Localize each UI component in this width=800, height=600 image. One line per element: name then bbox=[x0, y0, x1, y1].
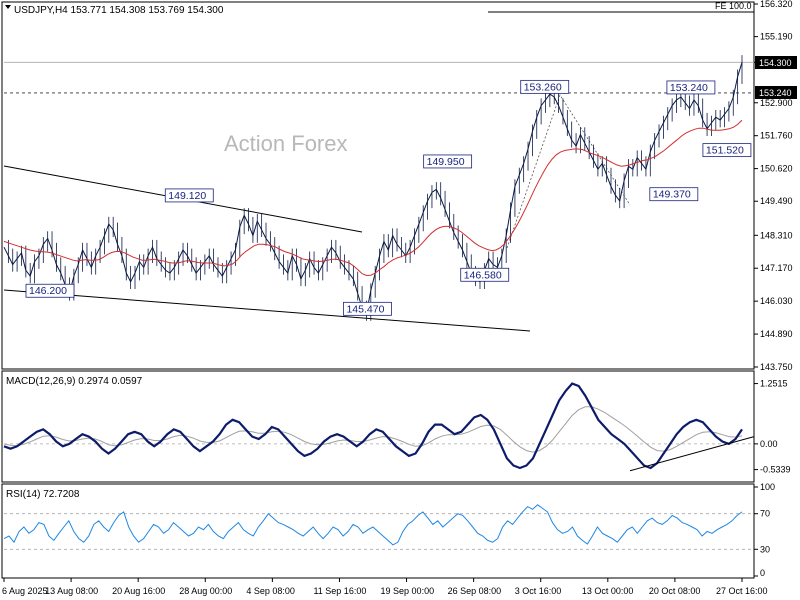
annotation-box bbox=[423, 154, 473, 169]
rsi-panel: RSI(14) 72.7208 100 70 30 0 bbox=[3, 482, 775, 578]
rsi-tick-label: 0 bbox=[760, 568, 765, 578]
macd-series bbox=[3, 382, 755, 472]
price-panel-frame bbox=[1, 1, 755, 370]
annotation-box bbox=[520, 79, 570, 94]
price-tick-label: 152.900 bbox=[760, 98, 793, 108]
time-tick-label: 20 Oct 08:00 bbox=[649, 586, 701, 596]
price-series bbox=[3, 55, 743, 321]
annotation-label: 149.370 bbox=[653, 189, 691, 201]
rsi-tick-label: 100 bbox=[760, 482, 775, 492]
time-tick-label: 11 Sep 16:00 bbox=[313, 586, 366, 596]
price-tick-label: 149.490 bbox=[760, 196, 793, 206]
watermark: Action Forex bbox=[224, 131, 348, 156]
annotation-label: 153.260 bbox=[524, 81, 562, 93]
rsi-tick-label: 30 bbox=[760, 544, 770, 554]
macd-panel-frame bbox=[1, 370, 755, 483]
annotation-label: 151.520 bbox=[706, 145, 744, 157]
time-tick-label: 26 Sep 08:00 bbox=[448, 586, 502, 596]
time-tick-label: 27 Oct 16:00 bbox=[716, 586, 768, 596]
moving-average-line bbox=[3, 119, 743, 277]
macd-signal-line bbox=[3, 406, 743, 453]
time-tick-label: 20 Aug 16:00 bbox=[112, 586, 165, 596]
macd-tick-label: -0.5339 bbox=[760, 465, 791, 475]
price-tick-label: 146.030 bbox=[760, 296, 793, 306]
rsi-tick-label: 70 bbox=[760, 509, 770, 519]
rsi-axis: 100 70 30 0 bbox=[754, 482, 775, 578]
rsi-series bbox=[3, 504, 754, 550]
price-tick-label: 151.760 bbox=[760, 131, 793, 141]
annotation-box bbox=[164, 188, 214, 203]
price-tick-label: 148.310 bbox=[760, 230, 793, 240]
annotation-box bbox=[25, 283, 75, 298]
macd-trendline bbox=[629, 436, 755, 472]
time-tick-label: 28 Aug 00:00 bbox=[179, 586, 232, 596]
annotation-label: 149.950 bbox=[427, 156, 465, 168]
annotation-box bbox=[343, 301, 392, 316]
macd-tick-label: 1.2515 bbox=[760, 379, 788, 389]
macd-header: MACD(12,26,9) 0.2974 0.0597 bbox=[6, 376, 143, 387]
rsi-header: RSI(14) 72.7208 bbox=[6, 489, 80, 500]
price-line bbox=[3, 62, 743, 315]
time-tick-label: 19 Sep 00:00 bbox=[381, 586, 435, 596]
time-tick-label: 6 Aug 2025 bbox=[2, 586, 48, 596]
price-annotations: 149.120 146.200 145.470 149.950 146.580 153.2… bbox=[25, 79, 752, 316]
macd-line bbox=[3, 382, 743, 470]
rsi-panel-frame bbox=[1, 483, 755, 579]
macd-tick-label: 0.00 bbox=[760, 439, 778, 449]
annotation-box bbox=[460, 267, 510, 282]
annotation-label: 146.580 bbox=[464, 269, 502, 281]
annotation-box bbox=[666, 80, 716, 95]
lower-channel-line bbox=[3, 289, 531, 332]
annotation-box bbox=[649, 187, 699, 202]
price-tag: 154.300 bbox=[755, 56, 797, 69]
price-tick-label: 144.890 bbox=[760, 329, 793, 339]
price-axis: 156.320 155.190 152.900 151.760 150.620 149.4… bbox=[754, 0, 793, 372]
price-tick-label: 143.750 bbox=[760, 362, 793, 372]
price-tag-box bbox=[755, 56, 797, 69]
level-tag-value: 153.240 bbox=[759, 88, 792, 98]
annotation-label: 149.120 bbox=[168, 190, 206, 202]
time-tick-label: 4 Sep 08:00 bbox=[246, 586, 295, 596]
macd-panel: MACD(12,26,9) 0.2974 0.0597 1.2515 0.00 -0… bbox=[3, 376, 791, 475]
annotation-label: 146.200 bbox=[29, 285, 67, 297]
annotation-box bbox=[702, 143, 752, 158]
price-tag-value: 154.300 bbox=[759, 58, 792, 68]
rsi-line bbox=[3, 504, 743, 546]
level-tag-box bbox=[755, 86, 797, 99]
fe-label: FE 100.0 bbox=[715, 1, 752, 11]
price-header: USDJPY,H4 153.771 154.308 153.769 154.30… bbox=[14, 5, 224, 16]
trendlines bbox=[3, 11, 754, 332]
price-levels bbox=[4, 61, 754, 94]
price-tick-label: 147.170 bbox=[760, 263, 793, 273]
level-tag: 153.240 bbox=[755, 86, 797, 99]
annotation-label: 145.470 bbox=[346, 303, 384, 315]
time-tick-label: 13 Oct 00:00 bbox=[582, 586, 634, 596]
panel-frames bbox=[1, 1, 755, 579]
time-tick-label: 13 Aug 08:00 bbox=[45, 586, 98, 596]
price-tick-label: 155.190 bbox=[760, 32, 793, 42]
price-panel: USDJPY,H4 153.771 154.308 153.769 154.30… bbox=[3, 0, 797, 372]
macd-axis: 1.2515 0.00 -0.5339 bbox=[754, 379, 791, 475]
annotation-label: 153.240 bbox=[670, 82, 708, 94]
time-tick-label: 3 Oct 16:00 bbox=[515, 586, 562, 596]
collapse-triangle-icon[interactable] bbox=[5, 5, 11, 9]
price-tick-label: 156.320 bbox=[760, 0, 793, 9]
wave-projection-line bbox=[506, 94, 631, 249]
price-tick-label: 150.620 bbox=[760, 164, 793, 174]
